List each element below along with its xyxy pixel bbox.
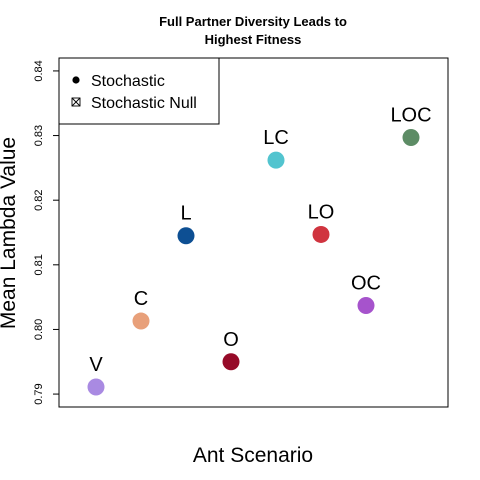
data-point-l [177,227,195,245]
plot-frame [58,57,449,408]
data-point-c [132,312,150,330]
data-point-oc [357,297,375,315]
data-label-loc: LOC [390,104,431,126]
data-point-o [222,353,240,371]
filled-circle-icon [72,76,80,84]
y-tick-label: 0.79 [33,383,45,404]
y-tick-label: 0.84 [33,60,45,81]
legend-label-stochastic: Stochastic [91,73,165,90]
crossed-box-icon [71,97,81,107]
data-label-oc: OC [351,273,381,295]
y-tick-label: 0.81 [33,254,45,275]
data-label-lo: LO [308,201,335,223]
data-label-c: C [134,288,148,310]
y-tick-label: 0.82 [33,189,45,210]
data-point-loc [402,128,420,146]
data-label-o: O [223,329,239,351]
legend: Stochastic Stochastic Null [58,57,220,125]
chart-title-line-2: Highest Fitness [205,32,302,47]
data-label-l: L [180,203,191,225]
data-point-lo [312,225,330,243]
x-axis-label: Ant Scenario [193,444,313,467]
data-label-v: V [89,354,103,376]
legend-label-stochastic-null: Stochastic Null [91,95,197,112]
y-tick-label: 0.80 [33,319,45,340]
data-point-lc [267,151,285,169]
legend-box [58,57,220,125]
chart-title-line-1: Full Partner Diversity Leads to [159,14,347,29]
y-axis-label: Mean Lambda Value [0,137,20,329]
y-axis: 0.79 0.80 0.81 0.82 0.83 0.84 [33,60,59,405]
y-tick-label: 0.83 [33,125,45,146]
data-label-lc: LC [263,127,289,149]
data-point-v [87,378,105,396]
